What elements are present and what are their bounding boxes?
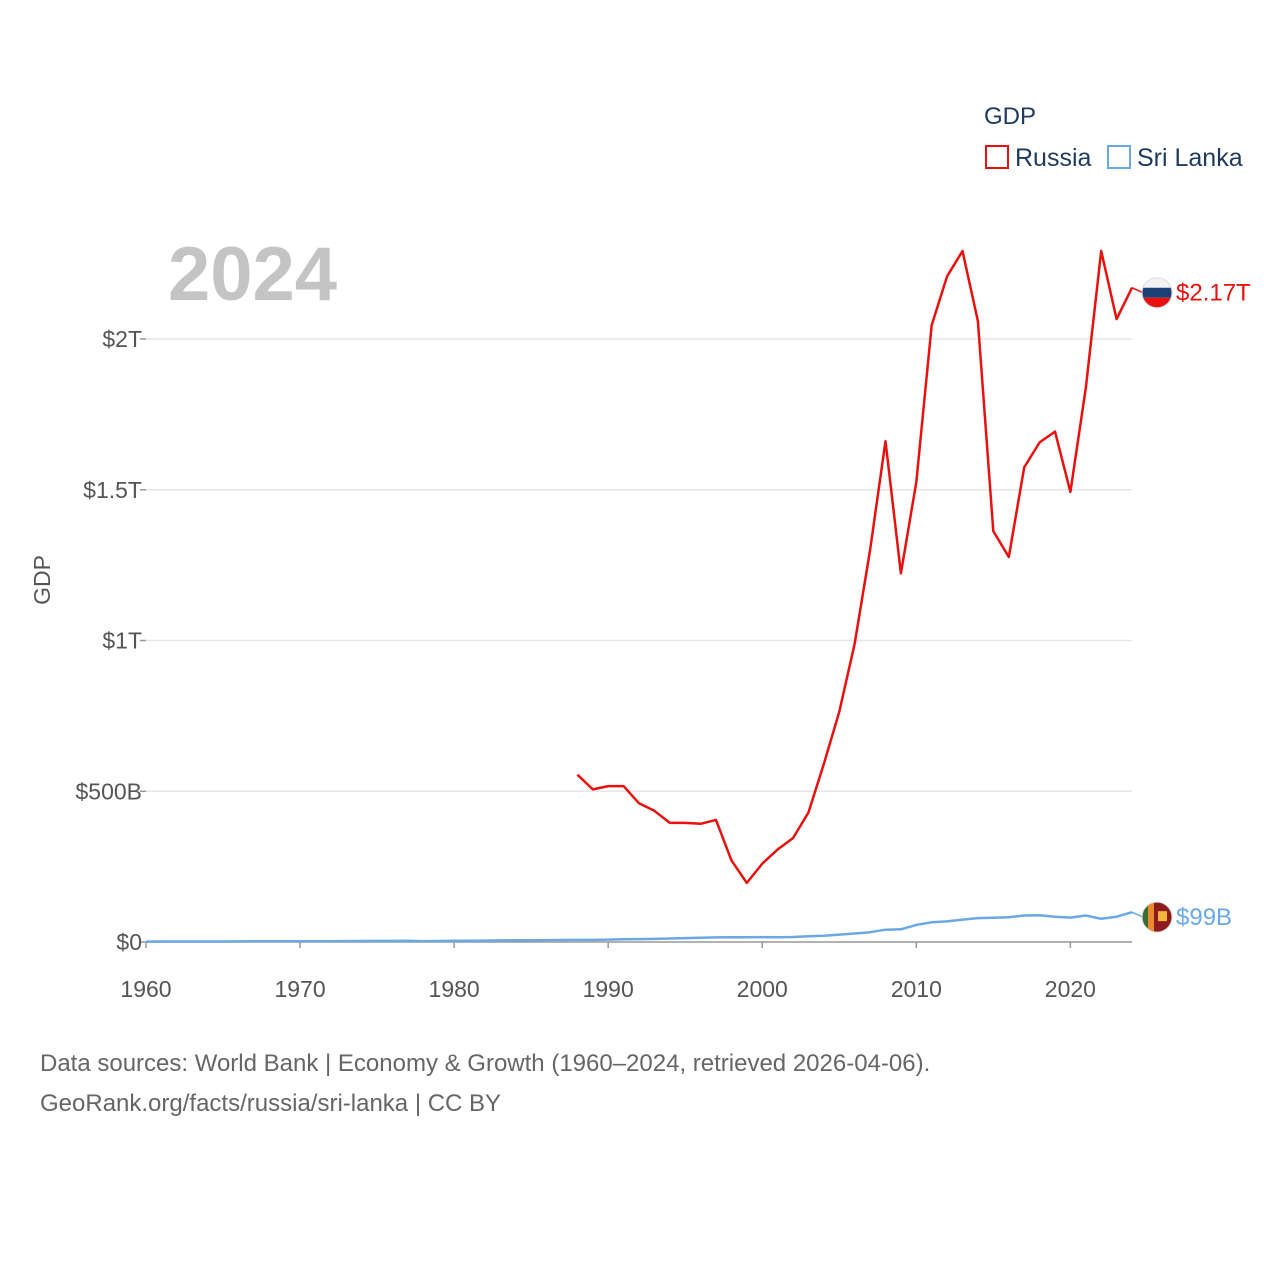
y-tick-label: $1T xyxy=(102,628,142,654)
footer-attribution: GeoRank.org/facts/russia/sri-lanka | CC … xyxy=(40,1090,502,1117)
sri-lanka-flag-icon xyxy=(1141,901,1173,933)
y-tick-label: $500B xyxy=(75,778,142,804)
year-label: 2024 xyxy=(168,232,337,317)
series-end-markers: $2.17T $99B xyxy=(1131,277,1251,933)
x-tick-label: 1980 xyxy=(429,976,480,1002)
russia-flag-icon xyxy=(1141,277,1173,309)
y-axis-label: GDP xyxy=(29,555,55,605)
y-tick-label: $2T xyxy=(102,326,142,352)
legend-label-russia[interactable]: Russia xyxy=(1015,144,1092,172)
x-tick-label: 1990 xyxy=(583,976,634,1002)
y-tick-label: $0 xyxy=(116,929,142,955)
legend-label-sri-lanka[interactable]: Sri Lanka xyxy=(1137,144,1243,172)
end-connector-sri-lanka xyxy=(1131,911,1144,918)
legend-swatch-sri-lanka[interactable] xyxy=(1107,145,1131,169)
footer-sources: Data sources: World Bank | Economy & Gro… xyxy=(40,1050,931,1077)
y-axis-ticks: $0 $500B $1T $1.5T $2T xyxy=(75,326,146,955)
grid-lines xyxy=(146,338,1132,792)
x-tick-label: 1970 xyxy=(274,976,325,1002)
legend-title: GDP xyxy=(984,103,1036,130)
legend-swatch-russia[interactable] xyxy=(985,145,1009,169)
series-line-russia[interactable] xyxy=(576,249,1134,885)
end-value-label-russia: $2.17T xyxy=(1176,280,1251,307)
gdp-line-chart: $0 $500B $1T $1.5T $2T 1960 1970 1980 1990 2000 2… xyxy=(29,103,1251,1002)
x-axis-ticks: 1960 1970 1980 1990 2000 2010 2020 xyxy=(120,942,1096,1002)
end-value-label-sri-lanka: $99B xyxy=(1176,904,1232,931)
footer: Data sources: World Bank | Economy & Gro… xyxy=(40,1044,930,1124)
y-tick-label: $1.5T xyxy=(83,477,142,503)
legend: GDP Russia Sri Lanka xyxy=(984,103,1243,172)
series-line-sri-lanka[interactable] xyxy=(145,911,1133,943)
x-tick-label: 1960 xyxy=(120,976,171,1002)
x-tick-label: 2010 xyxy=(891,976,942,1002)
x-tick-label: 2000 xyxy=(737,976,788,1002)
end-connector-russia xyxy=(1131,287,1144,294)
x-tick-label: 2020 xyxy=(1045,976,1096,1002)
series-lines xyxy=(145,249,1134,943)
